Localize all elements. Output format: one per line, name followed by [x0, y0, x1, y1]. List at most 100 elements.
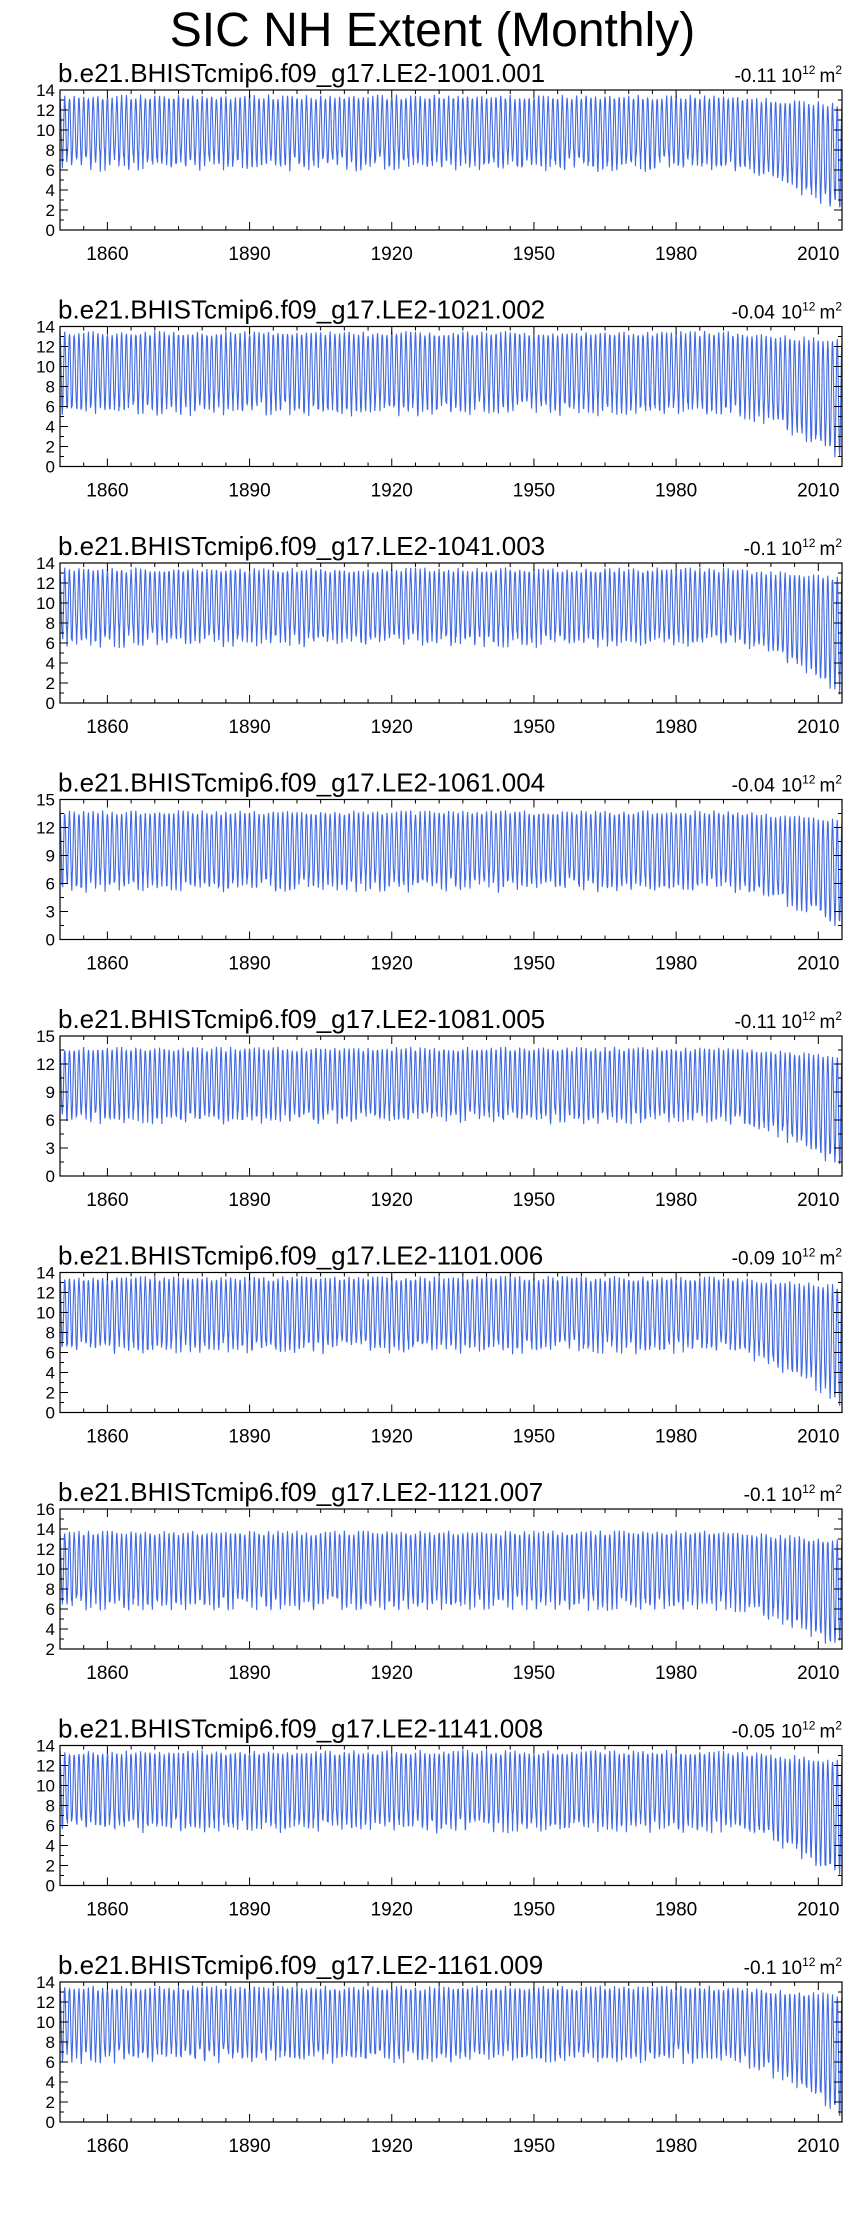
trend-unit-exp: 12: [802, 1246, 816, 1260]
y-tick-label: 9: [46, 1083, 55, 1102]
trend-value: -0.04: [732, 303, 776, 324]
trend-unit-base: 10: [781, 1249, 802, 1270]
trend-unit-tail-exp: 2: [835, 1955, 842, 1969]
trend-unit-tail-exp: 2: [835, 773, 842, 787]
chart-panel: b.e21.BHISTcmip6.f09_g17.LE2-1041.003 -0.…: [36, 531, 843, 738]
x-tick-label: 2010: [797, 954, 839, 975]
trend-unit-base: 10: [781, 66, 802, 87]
trend-unit-tail: m: [819, 66, 835, 87]
series-line: [59, 567, 843, 695]
trend-label: -0.1 1012 m2: [744, 1482, 843, 1506]
x-tick-label: 1950: [513, 717, 555, 738]
y-tick-label: 0: [46, 458, 55, 477]
x-tick-label: 1920: [371, 1900, 413, 1921]
trend-value: -0.1: [744, 539, 776, 560]
x-tick-label: 1980: [655, 481, 697, 502]
y-tick-label: 10: [36, 594, 55, 613]
x-tick-label: 1980: [655, 244, 697, 265]
chart-title: b.e21.BHISTcmip6.f09_g17.LE2-1021.002: [58, 295, 545, 325]
y-tick-label: 12: [36, 101, 55, 120]
x-tick-label: 1890: [228, 1900, 270, 1921]
chart-panel: b.e21.BHISTcmip6.f09_g17.LE2-1121.007 -0.…: [36, 1477, 843, 1684]
x-tick-label: 2010: [797, 1427, 839, 1448]
chart-panel: b.e21.BHISTcmip6.f09_g17.LE2-1141.008 -0.…: [36, 1714, 843, 1921]
y-tick-label: 8: [46, 141, 55, 160]
trend-unit-exp: 12: [802, 1955, 816, 1969]
x-tick-label: 1920: [371, 954, 413, 975]
trend-unit-exp: 12: [802, 63, 816, 77]
x-tick-label: 1860: [86, 1900, 128, 1921]
x-tick-label: 1890: [228, 2136, 270, 2157]
y-tick-label: 14: [36, 318, 55, 337]
y-tick-label: 14: [36, 81, 55, 100]
trend-unit-exp: 12: [802, 300, 816, 314]
y-tick-label: 4: [46, 1364, 55, 1383]
y-tick-label: 2: [46, 1857, 55, 1876]
trend-unit-tail-exp: 2: [835, 1482, 842, 1496]
chart-panel: b.e21.BHISTcmip6.f09_g17.LE2-1101.006 -0.…: [36, 1241, 843, 1448]
y-tick-label: 12: [36, 1993, 55, 2012]
y-tick-label: 12: [36, 1284, 55, 1303]
trend-value: -0.09: [732, 1249, 775, 1270]
x-tick-label: 1860: [86, 2136, 128, 2157]
x-tick-label: 1860: [86, 481, 128, 502]
trend-unit-tail: m: [819, 1249, 835, 1270]
trend-unit-base: 10: [781, 539, 802, 560]
trend-unit-tail-exp: 2: [835, 536, 842, 550]
trend-label: -0.04 1012 m2: [732, 300, 843, 324]
y-tick-label: 14: [36, 554, 55, 573]
x-tick-label: 1980: [655, 1663, 697, 1684]
x-tick-label: 1890: [228, 481, 270, 502]
chart-title: b.e21.BHISTcmip6.f09_g17.LE2-1061.004: [58, 768, 545, 798]
trend-unit-tail-exp: 2: [835, 300, 842, 314]
trend-unit-exp: 12: [802, 1719, 816, 1733]
x-tick-label: 2010: [797, 2136, 839, 2157]
chart-title: b.e21.BHISTcmip6.f09_g17.LE2-1041.003: [58, 531, 545, 561]
x-tick-label: 2010: [797, 481, 839, 502]
y-tick-label: 15: [36, 791, 55, 810]
x-tick-label: 2010: [797, 717, 839, 738]
y-tick-label: 14: [36, 1737, 55, 1756]
trend-label: -0.1 1012 m2: [744, 1955, 843, 1979]
y-tick-label: 14: [36, 1973, 55, 1992]
x-tick-label: 2010: [797, 1663, 839, 1684]
y-tick-label: 14: [36, 1264, 55, 1283]
x-tick-label: 1890: [228, 244, 270, 265]
y-tick-label: 6: [46, 634, 55, 653]
y-tick-label: 6: [46, 1600, 55, 1619]
chart-panel: b.e21.BHISTcmip6.f09_g17.LE2-1161.009 -0.…: [36, 1950, 843, 2157]
trend-unit-tail: m: [819, 776, 835, 797]
chart-panel: b.e21.BHISTcmip6.f09_g17.LE2-1081.005 -0.…: [36, 1004, 843, 1211]
trend-value: -0.04: [732, 776, 776, 797]
y-tick-label: 4: [46, 654, 55, 673]
series-line: [59, 1530, 843, 1644]
trend-unit-tail: m: [819, 303, 835, 324]
chart-panel: b.e21.BHISTcmip6.f09_g17.LE2-1061.004 -0.…: [36, 768, 843, 975]
y-tick-label: 4: [46, 2073, 55, 2092]
y-tick-label: 6: [46, 398, 55, 417]
y-tick-label: 2: [46, 674, 55, 693]
trend-unit-base: 10: [781, 1722, 802, 1743]
y-tick-label: 2: [46, 2093, 55, 2112]
x-tick-label: 1860: [86, 1427, 128, 1448]
trend-value: -0.11: [734, 1012, 775, 1033]
x-tick-label: 1920: [371, 2136, 413, 2157]
trend-unit-tail: m: [819, 1485, 835, 1506]
trend-unit-exp: 12: [802, 773, 816, 787]
y-tick-label: 6: [46, 161, 55, 180]
y-tick-label: 0: [46, 931, 55, 950]
y-tick-label: 8: [46, 1324, 55, 1343]
series-line: [59, 1749, 843, 1875]
y-tick-label: 8: [46, 1797, 55, 1816]
x-tick-label: 1950: [513, 1427, 555, 1448]
y-tick-label: 10: [36, 358, 55, 377]
trend-label: -0.1 1012 m2: [744, 536, 843, 560]
series-line: [59, 1985, 843, 2117]
chart-title: b.e21.BHISTcmip6.f09_g17.LE2-1161.009: [58, 1950, 543, 1980]
y-tick-label: 8: [46, 614, 55, 633]
x-tick-label: 1920: [371, 1663, 413, 1684]
trend-label: -0.11 1012 m2: [734, 1009, 842, 1033]
trend-unit-tail: m: [819, 539, 835, 560]
x-tick-label: 1950: [513, 244, 555, 265]
